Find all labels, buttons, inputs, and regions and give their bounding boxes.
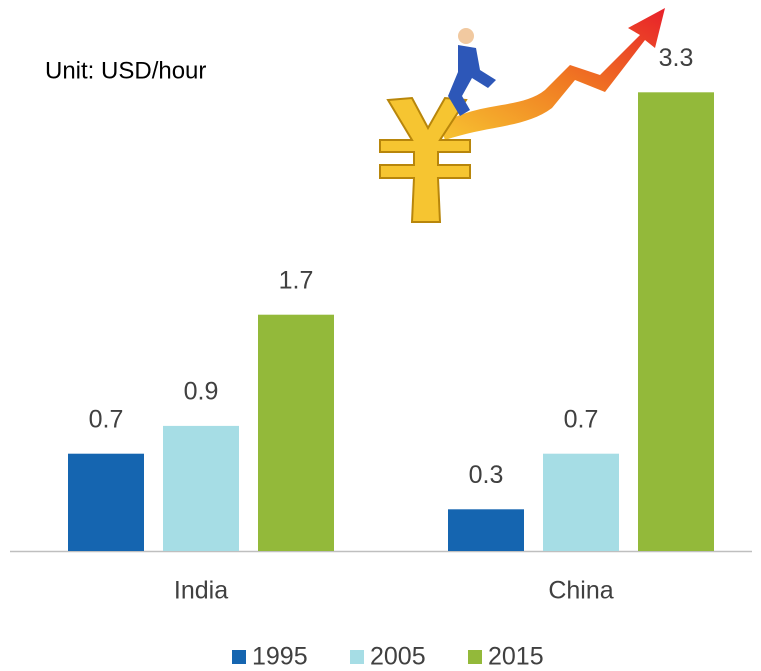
legend-label: 1995 [252,643,308,671]
bar [448,509,524,551]
data-label: 0.7 [89,405,124,433]
data-label: 0.3 [469,461,504,489]
legend-swatch [350,650,364,664]
legend-swatch [468,650,482,664]
bar [68,453,144,551]
data-label: 3.3 [659,44,694,72]
legend-label: 2015 [488,643,544,671]
x-tick-label: China [548,577,613,605]
bar [543,453,619,551]
annotation: Unit: USD/hour [45,57,206,84]
data-label: 1.7 [279,266,314,294]
illustration [379,8,665,223]
legend-label: 2005 [370,643,426,671]
x-tick-label: India [174,577,228,605]
bar [163,425,239,551]
legend-swatch [232,650,246,664]
bar [638,92,714,552]
bar [258,314,334,551]
data-label: 0.9 [184,378,219,406]
data-label: 0.7 [564,405,599,433]
